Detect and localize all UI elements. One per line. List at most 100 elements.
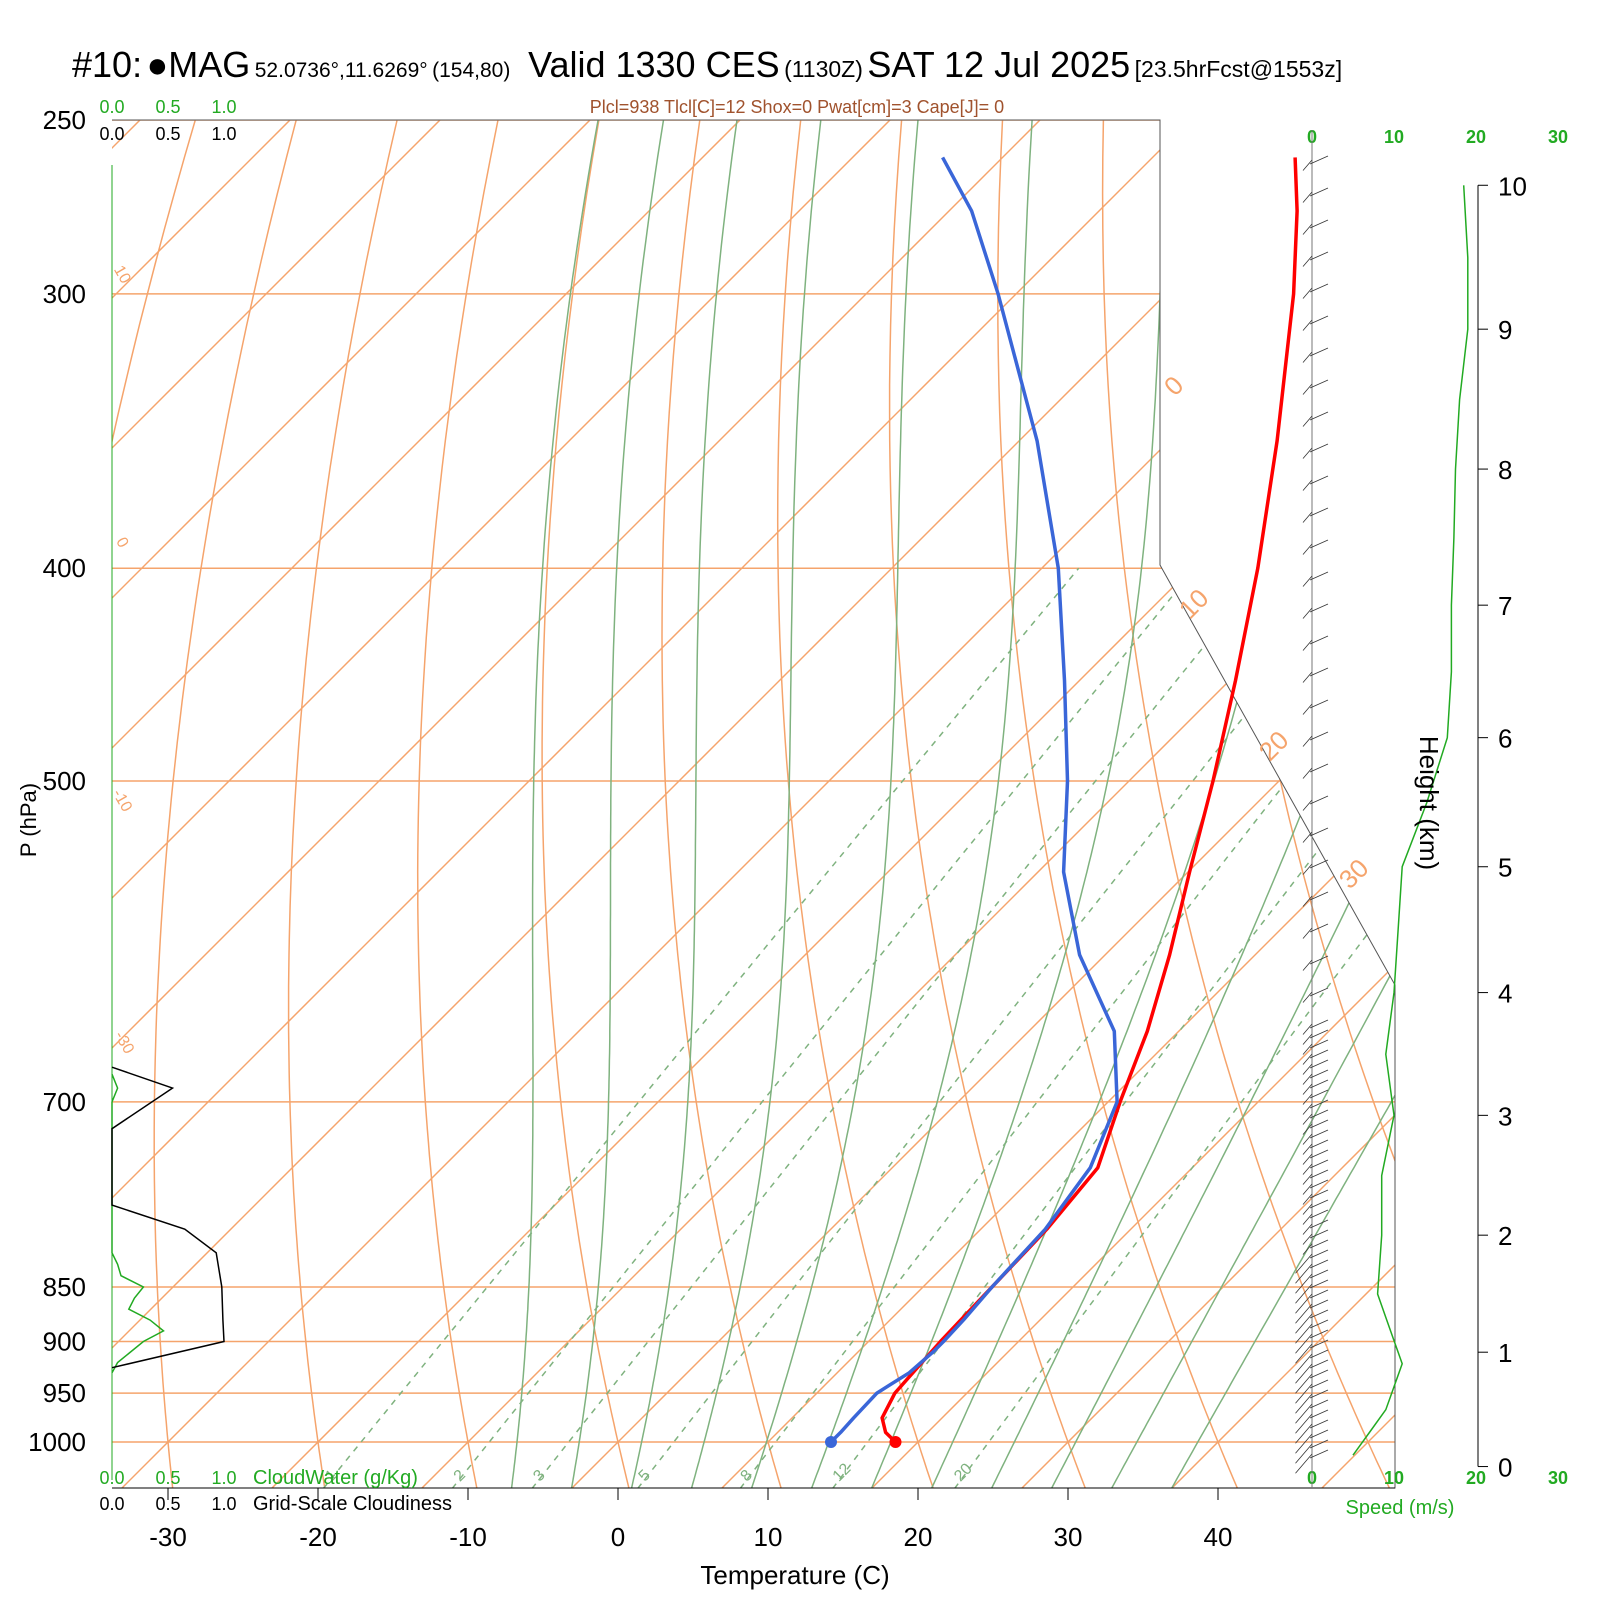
- mixing-ratio-line: [832, 567, 1395, 1488]
- wind-barb-flag: [1309, 1179, 1329, 1189]
- wind-barb: [1295, 1393, 1313, 1414]
- wind-barb: [1302, 1243, 1313, 1255]
- mixing-ratio-line: [451, 567, 1196, 1488]
- wind-barb-flag: [1309, 1419, 1329, 1429]
- moist-adiabat-line: [750, 120, 921, 1488]
- temperature-tick-label: 30: [1054, 1522, 1083, 1552]
- valid-time: Valid 1330 CES: [528, 44, 780, 85]
- wind-barb: [1302, 1113, 1313, 1125]
- moist-adiabat-line: [510, 120, 603, 1488]
- wind-barb-flag: [1309, 1209, 1329, 1219]
- wind-barb-flag: [1309, 1029, 1329, 1039]
- wind-barb: [1295, 1253, 1313, 1274]
- wind-barb-flag: [1309, 1389, 1329, 1399]
- cloudwater-scale-tick: 1.0: [211, 97, 236, 117]
- wind-barb: [1295, 1283, 1313, 1304]
- temperature-line: [880, 157, 1299, 1444]
- wind-barb-flag: [1309, 827, 1329, 837]
- wind-barb: [1295, 1293, 1313, 1314]
- dry-adiabat-label: -30: [111, 1028, 137, 1057]
- dry-adiabat-line: [661, 120, 785, 1488]
- isotherm-line: [112, 120, 891, 1488]
- wind-barb-flag: [1309, 891, 1329, 901]
- wind-barb-flag: [1309, 1249, 1329, 1259]
- isotherm-line: [1472, 120, 1600, 1488]
- dry-adiabat-line: [153, 120, 308, 1488]
- wind-barb: [1302, 1033, 1313, 1045]
- wind-barb-flag: [1309, 1269, 1329, 1279]
- wind-barb-flag: [1309, 1289, 1329, 1299]
- wind-barb-flag: [1309, 1349, 1329, 1359]
- wind-barb-flag: [1309, 1169, 1329, 1179]
- wind-barb-flag: [1309, 571, 1329, 581]
- dry-adiabat-label: 30: [1333, 853, 1375, 895]
- wind-barb-flag: [1309, 987, 1329, 997]
- indices-line: Plcl=938 Tlcl[C]=12 Shox=0 Pwat[cm]=3 Ca…: [590, 97, 1004, 117]
- wind-barb: [1302, 831, 1313, 843]
- wind-barb: [1295, 1333, 1313, 1354]
- wind-barb: [1302, 1083, 1313, 1095]
- dry-adiabat-label: 10: [110, 263, 134, 287]
- temperature-tick-label: -30: [149, 1522, 187, 1552]
- isotherm-line: [421, 120, 1395, 1488]
- moist-adiabat-line: [690, 120, 824, 1488]
- wind-barb: [1302, 1153, 1313, 1165]
- wind-barb-flag: [1309, 1129, 1329, 1139]
- wind-barb-flag: [1309, 1139, 1329, 1149]
- wind-barb-flag: [1309, 859, 1329, 869]
- wind-barb: [1295, 1423, 1313, 1444]
- wind-barb: [1302, 415, 1313, 427]
- station-grid: (154,80): [432, 59, 511, 82]
- height-tick-label: 9: [1498, 315, 1512, 345]
- wind-barb-flag: [1309, 1259, 1329, 1269]
- speed-scale-tick: 10: [1384, 127, 1404, 147]
- pressure-tick-label: 700: [43, 1087, 86, 1117]
- isotherm-line: [112, 120, 591, 1488]
- wind-barb-flag: [1309, 1089, 1329, 1099]
- isotherm-line: [1321, 120, 1395, 1488]
- wind-barb-flag: [1309, 1019, 1329, 1029]
- mixing-ratio-label: 2: [451, 1467, 469, 1485]
- wind-barb: [1302, 1043, 1313, 1055]
- chart-background-lines: [0, 81, 1600, 1498]
- wind-barb-flag: [1309, 1359, 1329, 1369]
- dry-adiabat-line: [1503, 81, 1600, 1498]
- wind-barb-flag: [1309, 507, 1329, 517]
- wind-barb: [1295, 1453, 1313, 1474]
- wind-barb-flag: [1309, 1449, 1329, 1459]
- dry-adiabat-label: 20: [1253, 725, 1295, 767]
- cloudwater-scale-tick: 0.5: [155, 1468, 180, 1488]
- pressure-tick-label: 850: [43, 1272, 86, 1302]
- dry-adiabat-line: [1101, 120, 1395, 1488]
- mixing-ratio-label: 12: [830, 1460, 855, 1485]
- mixing-ratio-label: 3: [530, 1467, 548, 1485]
- wind-barb: [1302, 1143, 1313, 1155]
- temperature-tick-label: 10: [754, 1522, 783, 1552]
- wind-barb-flag: [1309, 1299, 1329, 1309]
- isotherm-line: [112, 120, 1191, 1488]
- wind-barb-flag: [1309, 1069, 1329, 1079]
- speed-axis-label: Speed (m/s): [1346, 1497, 1455, 1519]
- moist-adiabat-line: [570, 120, 668, 1488]
- isotherm-line: [121, 120, 1395, 1488]
- station-name: MAG: [168, 44, 251, 85]
- cloudiness-profile: [111, 1066, 225, 1369]
- wind-barb: [1295, 1403, 1313, 1424]
- wind-barb: [1302, 191, 1313, 203]
- wind-barb: [1302, 1073, 1313, 1085]
- wind-barb-flag: [1309, 1379, 1329, 1389]
- mixing-ratio-label: 20: [951, 1460, 976, 1485]
- dewpoint-surface-dot: [825, 1436, 837, 1448]
- dry-adiabat-line: [287, 120, 408, 1488]
- wind-barb: [1295, 1313, 1313, 1334]
- wind-barb-flag: [1309, 187, 1329, 197]
- wind-barb: [1295, 1433, 1313, 1454]
- isotherm-line: [112, 120, 1341, 1488]
- height-tick-label: 10: [1498, 171, 1527, 201]
- temperature-tick-label: -20: [299, 1522, 337, 1552]
- speed-scale-tick: 20: [1466, 1468, 1486, 1488]
- dry-adiabat-line: [0, 81, 8, 1498]
- isotherm-line: [571, 120, 1395, 1488]
- wind-barb: [1295, 1373, 1313, 1394]
